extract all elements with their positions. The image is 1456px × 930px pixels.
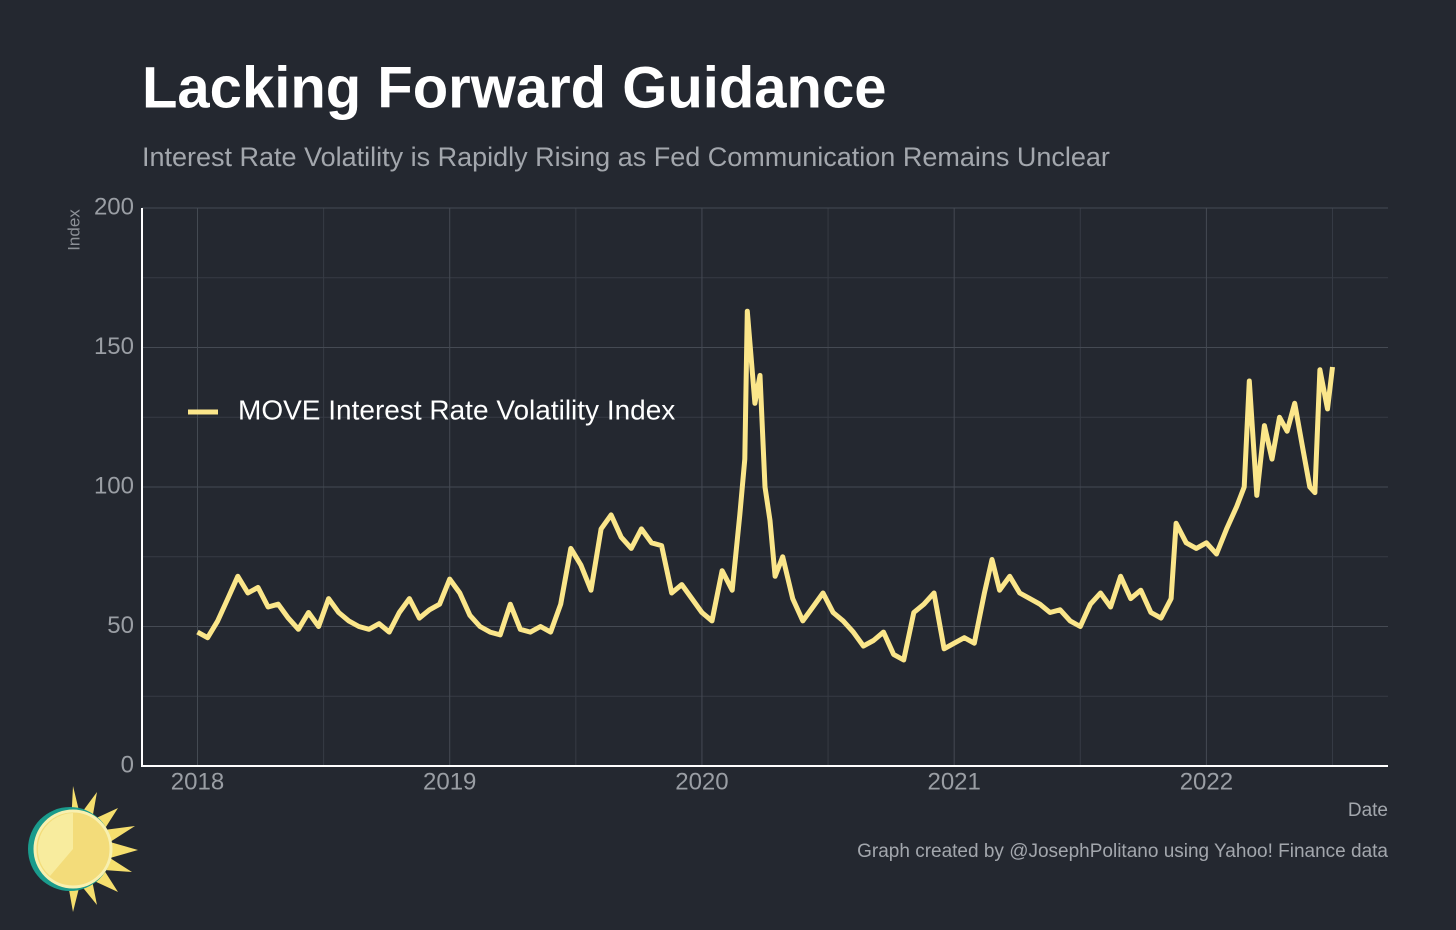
x-tick-label: 2019 — [423, 768, 476, 795]
y-axis-label: Index — [64, 209, 83, 251]
x-tick-label: 2020 — [675, 768, 728, 795]
x-tick-label: 2021 — [927, 768, 980, 795]
chart-title: Lacking Forward Guidance — [142, 55, 886, 120]
y-tick-label: 150 — [94, 333, 134, 360]
y-tick-label: 0 — [121, 751, 134, 778]
source-note: Graph created by @JosephPolitano using Y… — [857, 841, 1388, 862]
x-tick-label: 2022 — [1180, 768, 1233, 795]
x-axis-label: Date — [1348, 800, 1388, 821]
y-tick-label: 100 — [94, 472, 134, 499]
legend-label: MOVE Interest Rate Volatility Index — [238, 394, 675, 425]
series-line — [196, 308, 1335, 663]
y-tick-label: 50 — [107, 612, 134, 639]
y-tick-label: 200 — [94, 193, 134, 220]
chart-subtitle: Interest Rate Volatility is Rapidly Risi… — [142, 142, 1110, 172]
logo — [28, 786, 138, 912]
x-tick-label: 2018 — [171, 768, 224, 795]
